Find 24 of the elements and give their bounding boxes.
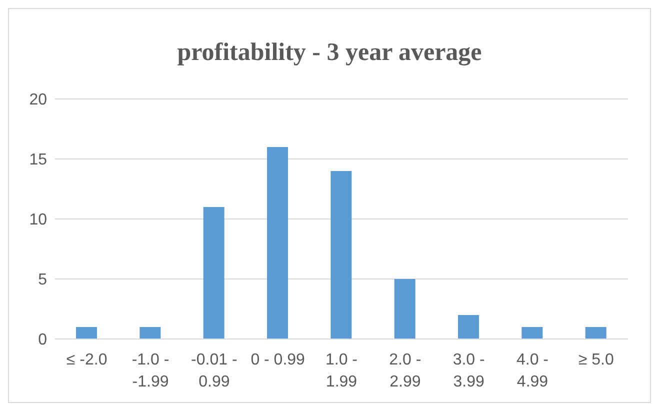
y-tick-label: 20 — [29, 92, 48, 109]
x-tick-label: 1.0 - 1.99 — [325, 351, 358, 390]
bar — [330, 171, 352, 339]
x-tick-label: -1.0 - -1.99 — [132, 351, 170, 390]
bar — [585, 327, 606, 339]
y-tick-label: 15 — [29, 152, 48, 169]
x-tick-label: 2.0 - 2.99 — [389, 351, 422, 390]
bar — [203, 207, 224, 339]
y-tick-label: 10 — [29, 212, 48, 229]
bar — [267, 147, 288, 339]
bar — [76, 327, 97, 339]
chart-title: profitability - 3 year average — [176, 39, 483, 68]
x-tick-label: 0 - 0.99 — [250, 351, 306, 368]
x-tick-label: 3.0 - 3.99 — [452, 351, 485, 390]
bar — [458, 315, 479, 339]
y-tick-label: 5 — [38, 272, 48, 289]
bar — [394, 279, 416, 339]
x-tick-label: ≥ 5.0 — [578, 351, 614, 368]
bar — [140, 327, 161, 339]
y-tick-label: 0 — [38, 332, 48, 349]
x-tick-label: ≤ -2.0 — [66, 351, 108, 368]
bar — [522, 327, 543, 339]
x-tick-label: -0.01 - 0.99 — [191, 351, 238, 390]
x-tick-label: 4.0 - 4.99 — [516, 351, 549, 390]
